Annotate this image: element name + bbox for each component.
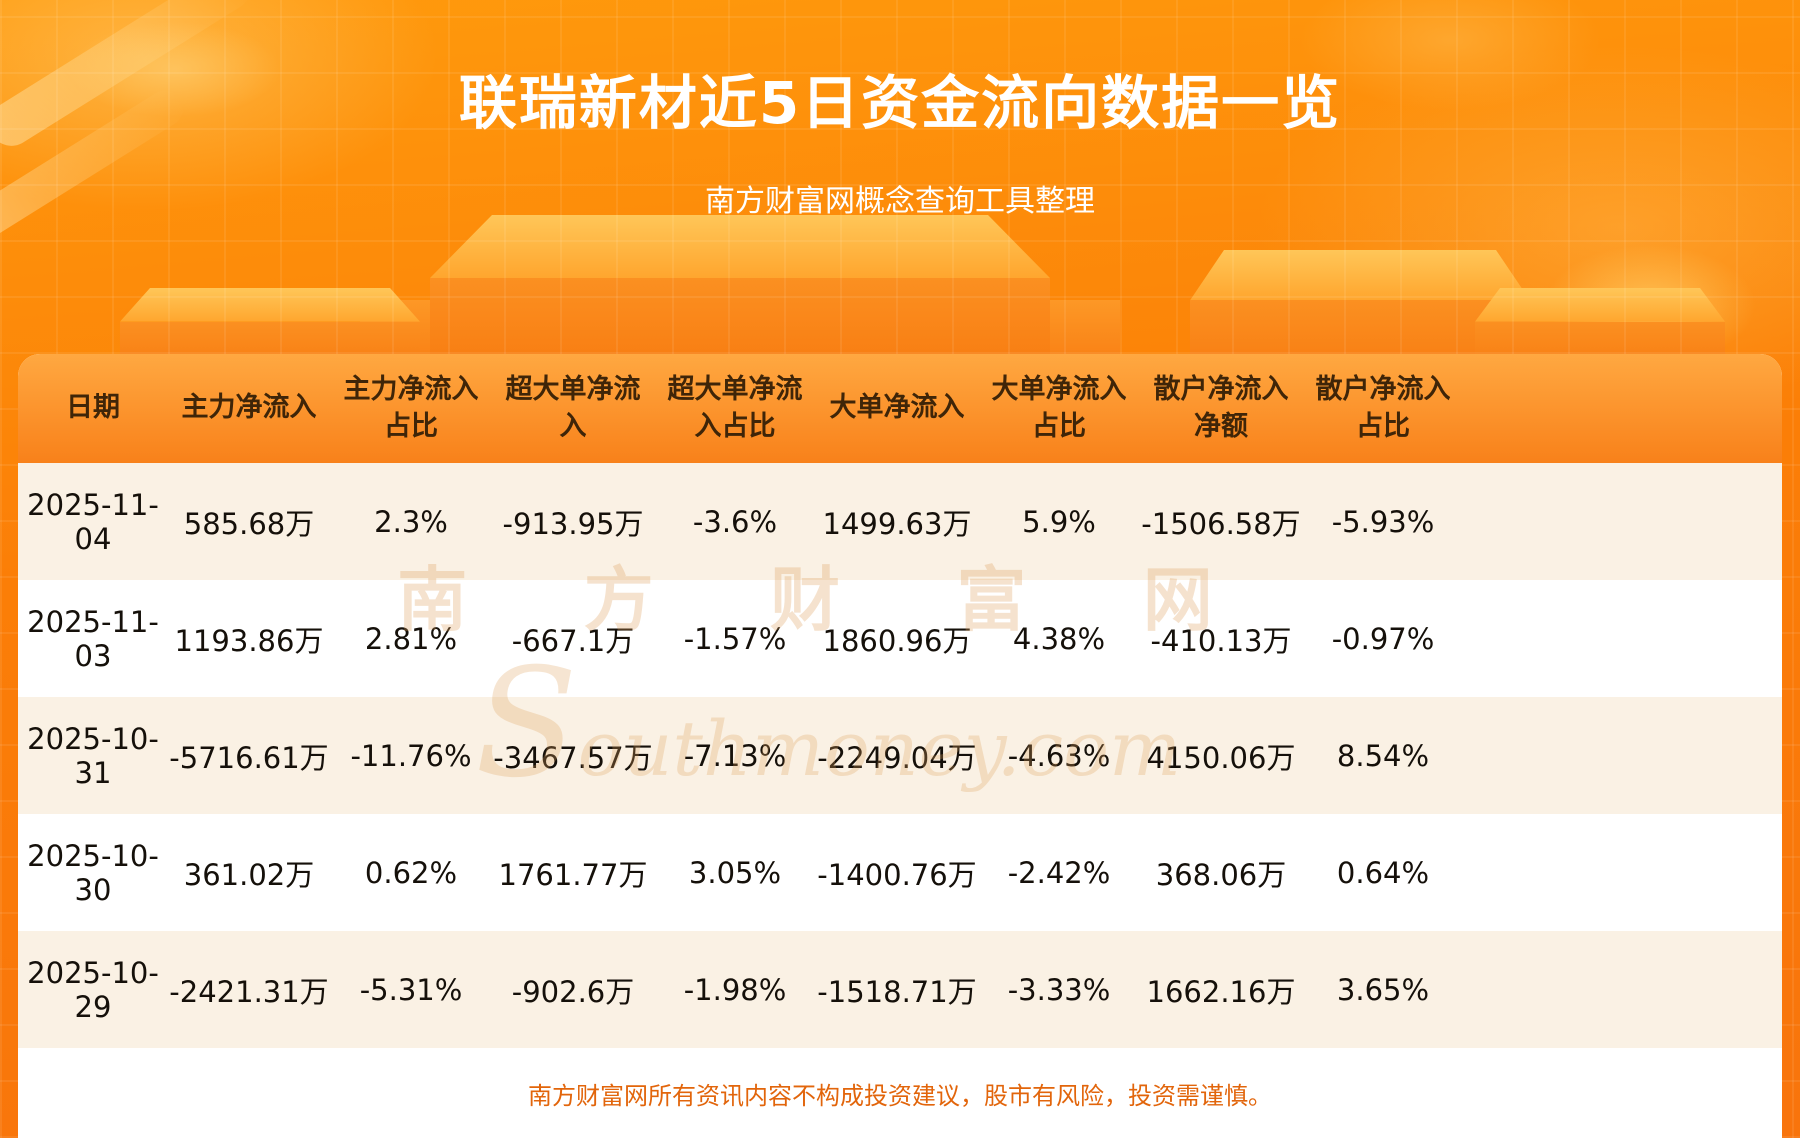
cell-main-net-inflow-ratio: 2.3% <box>374 504 448 539</box>
cell-retail-net-inflow: 1662.16万 <box>1146 974 1296 1009</box>
cell-xl-order-net-inflow-ratio: -1.57% <box>683 621 787 656</box>
cell-retail-net-inflow-ratio: 8.54% <box>1336 738 1430 773</box>
cell-main-net-inflow: -5716.61万 <box>169 740 329 775</box>
cell-xl-order-net-inflow: 1761.77万 <box>498 857 648 892</box>
cell-main-net-inflow-ratio: -11.76% <box>350 738 472 773</box>
header-cell-xl-order-net-inflow: 超大单净流入 <box>505 374 641 442</box>
decor-glow <box>1300 0 1600 110</box>
table-row: 2025-11-03 1193.86万 2.81% -667.1万 -1.57%… <box>18 580 1782 697</box>
header-cell-date: 日期 <box>66 392 120 424</box>
header-cell-main-net-inflow-ratio: 主力净流入占比 <box>343 374 479 442</box>
cell-retail-net-inflow-ratio: 3.65% <box>1336 972 1430 1007</box>
disclaimer-text: 南方财富网所有资讯内容不构成投资建议，股市有风险，投资需谨慎。 <box>528 1081 1272 1110</box>
cell-xl-order-net-inflow: -3467.57万 <box>493 740 653 775</box>
cell-main-net-inflow: 585.68万 <box>183 506 315 541</box>
cell-large-order-net-inflow-ratio: -2.42% <box>1007 855 1111 890</box>
decor-glow <box>70 22 280 117</box>
cell-retail-net-inflow: -1506.58万 <box>1141 506 1301 541</box>
header-cell-main-net-inflow: 主力净流入 <box>181 392 317 424</box>
table-row: 2025-10-29 -2421.31万 -5.31% -902.6万 -1.9… <box>18 931 1782 1048</box>
cell-large-order-net-inflow: -1400.76万 <box>817 857 977 892</box>
cell-date: 2025-10-29 <box>27 955 159 1024</box>
cell-large-order-net-inflow-ratio: -3.33% <box>1007 972 1111 1007</box>
cell-xl-order-net-inflow: -913.95万 <box>502 506 644 541</box>
cell-large-order-net-inflow-ratio: 4.38% <box>1012 621 1106 656</box>
header-cell-xl-order-net-inflow-ratio: 超大单净流入占比 <box>667 374 803 442</box>
cell-retail-net-inflow: -410.13万 <box>1150 623 1292 658</box>
cell-large-order-net-inflow-ratio: 5.9% <box>1022 504 1096 539</box>
header-cell-retail-net-inflow-ratio: 散户净流入占比 <box>1315 374 1451 442</box>
cell-main-net-inflow-ratio: 0.62% <box>364 855 458 890</box>
cell-retail-net-inflow: 368.06万 <box>1155 857 1287 892</box>
cell-xl-order-net-inflow: -902.6万 <box>511 974 635 1009</box>
cell-main-net-inflow: -2421.31万 <box>169 974 329 1009</box>
cell-main-net-inflow-ratio: 2.81% <box>364 621 458 656</box>
cell-main-net-inflow-ratio: -5.31% <box>359 972 463 1007</box>
table-header-row: 日期 主力净流入 主力净流入占比 超大单净流入 超大单净流入占比 大单净流入 大… <box>18 354 1782 463</box>
cell-main-net-inflow: 361.02万 <box>183 857 315 892</box>
decor-podium-center <box>430 215 1050 365</box>
cell-date: 2025-11-04 <box>27 487 159 556</box>
header-cell-large-order-net-inflow: 大单净流入 <box>829 392 965 424</box>
page-title: 联瑞新材近5日资金流向数据一览 <box>458 69 1342 137</box>
cell-xl-order-net-inflow-ratio: 3.05% <box>688 855 782 890</box>
cell-date: 2025-10-31 <box>27 721 159 790</box>
table-row: 2025-10-31 -5716.61万 -11.76% -3467.57万 -… <box>18 697 1782 814</box>
cell-xl-order-net-inflow: -667.1万 <box>511 623 635 658</box>
header-cell-large-order-net-inflow-ratio: 大单净流入占比 <box>991 374 1127 442</box>
cell-xl-order-net-inflow-ratio: -1.98% <box>683 972 787 1007</box>
cell-retail-net-inflow-ratio: -5.93% <box>1331 504 1435 539</box>
cell-date: 2025-11-03 <box>27 604 159 673</box>
cell-large-order-net-inflow: 1860.96万 <box>822 623 972 658</box>
page-subtitle: 南方财富网概念查询工具整理 <box>705 184 1095 219</box>
header-cell-retail-net-inflow: 散户净流入净额 <box>1153 374 1289 442</box>
cell-large-order-net-inflow: -2249.04万 <box>817 740 977 775</box>
cell-large-order-net-inflow-ratio: -4.63% <box>1007 738 1111 773</box>
data-table-card: 日期 主力净流入 主力净流入占比 超大单净流入 超大单净流入占比 大单净流入 大… <box>18 354 1782 1138</box>
cell-main-net-inflow: 1193.86万 <box>174 623 324 658</box>
cell-retail-net-inflow-ratio: 0.64% <box>1336 855 1430 890</box>
cell-date: 2025-10-30 <box>27 838 159 907</box>
cell-large-order-net-inflow: 1499.63万 <box>822 506 972 541</box>
cell-xl-order-net-inflow-ratio: -7.13% <box>683 738 787 773</box>
cell-retail-net-inflow: 4150.06万 <box>1146 740 1296 775</box>
table-row: 2025-10-30 361.02万 0.62% 1761.77万 3.05% … <box>18 814 1782 931</box>
table-row: 2025-11-04 585.68万 2.3% -913.95万 -3.6% 1… <box>18 463 1782 580</box>
cell-large-order-net-inflow: -1518.71万 <box>817 974 977 1009</box>
cell-retail-net-inflow-ratio: -0.97% <box>1331 621 1435 656</box>
disclaimer-bar: 南方财富网所有资讯内容不构成投资建议，股市有风险，投资需谨慎。 <box>18 1048 1782 1138</box>
cell-xl-order-net-inflow-ratio: -3.6% <box>692 504 778 539</box>
